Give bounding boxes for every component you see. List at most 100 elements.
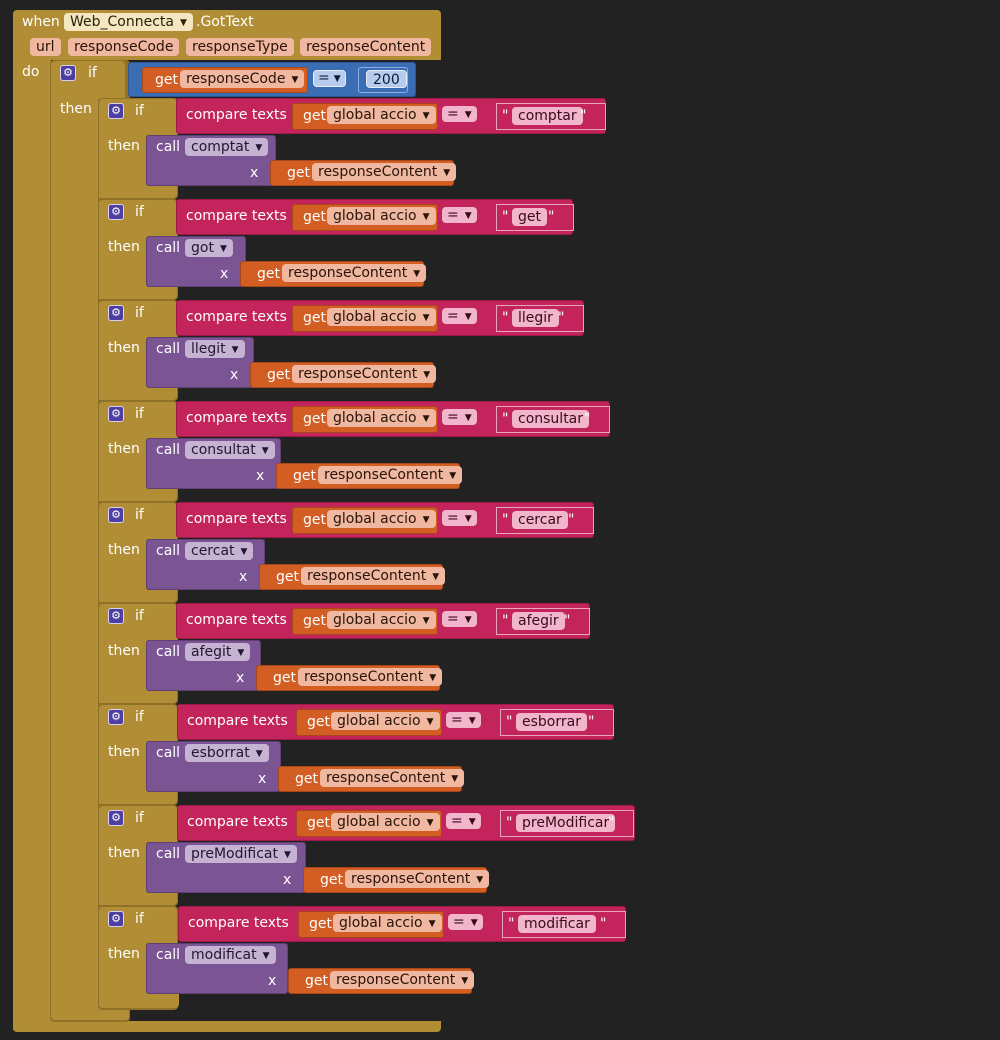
operator-dropdown[interactable]: = ▼ [442,611,477,627]
gear-icon[interactable]: ⚙ [60,65,76,81]
operator-dropdown[interactable]: = ▼ [446,712,481,728]
string-value[interactable]: preModificar [516,814,616,832]
triangle-down-icon: ▼ [413,269,421,279]
inner-if-footer [99,590,177,602]
procedure-dropdown[interactable]: esborrat ▼ [185,744,269,762]
gear-icon[interactable]: ⚙ [108,810,124,826]
procedure-dropdown[interactable]: afegit ▼ [185,643,251,661]
gear-icon[interactable]: ⚙ [108,911,124,927]
operator-dropdown[interactable]: = ▼ [446,813,481,829]
arg-x-label: x [258,771,267,787]
triangle-down-icon: ▼ [291,75,299,85]
variable-dropdown[interactable]: global accio ▼ [327,510,436,528]
component-dropdown[interactable]: Web_Connecta ▼ [64,13,193,31]
variable-dropdown[interactable]: global accio ▼ [331,813,440,831]
operator-symbol: = [447,510,459,526]
gear-icon[interactable]: ⚙ [108,406,124,422]
get-label: get [320,872,343,888]
get-label: get [273,670,296,686]
procedure-dropdown[interactable]: llegit ▼ [185,340,245,358]
argument-variable-dropdown[interactable]: responseContent ▼ [282,264,427,282]
operator-dropdown[interactable]: = ▼ [313,70,346,87]
operator-dropdown[interactable]: = ▼ [442,510,477,526]
quote-open: " [506,714,513,730]
variable-dropdown[interactable]: responseCode ▼ [180,70,305,88]
inner-if-footer [99,792,177,804]
variable-dropdown[interactable]: global accio ▼ [327,611,436,629]
operator-dropdown[interactable]: = ▼ [442,207,477,223]
triangle-down-icon: ▼ [219,244,227,254]
arg-x-label: x [239,569,248,585]
procedure-name: consultat [191,442,256,458]
operator-symbol: = [451,813,463,829]
quote-open: " [506,815,513,831]
procedure-dropdown[interactable]: consultat ▼ [185,441,275,459]
gear-icon[interactable]: ⚙ [108,305,124,321]
argument-variable-dropdown[interactable]: responseContent ▼ [292,365,437,383]
string-value[interactable]: esborrar [516,713,587,731]
gear-icon[interactable]: ⚙ [108,507,124,523]
triangle-down-icon: ▼ [426,818,434,828]
string-value[interactable]: comptar [512,107,583,125]
argument-variable-dropdown[interactable]: responseContent ▼ [320,769,465,787]
triangle-down-icon: ▼ [464,312,472,322]
string-value[interactable]: afegir [512,612,565,630]
param-url[interactable]: url [30,38,61,56]
variable-dropdown[interactable]: global accio ▼ [327,308,436,326]
argument-variable-dropdown[interactable]: responseContent ▼ [330,971,475,989]
operator-symbol: = [453,914,465,930]
param-response-content[interactable]: responseContent [300,38,432,56]
string-value[interactable]: cercar [512,511,568,529]
triangle-down-icon: ▼ [464,110,472,120]
argument-variable-dropdown[interactable]: responseContent ▼ [345,870,490,888]
string-value[interactable]: consultar [512,410,590,428]
variable-dropdown[interactable]: global accio ▼ [327,207,436,225]
param-response-type[interactable]: responseType [186,38,294,56]
argument-variable-dropdown[interactable]: responseContent ▼ [301,567,446,585]
gear-icon[interactable]: ⚙ [108,608,124,624]
procedure-dropdown[interactable]: cercat ▼ [185,542,254,560]
quote-open: " [502,512,509,528]
gear-icon[interactable]: ⚙ [108,103,124,119]
param-response-code[interactable]: responseCode [68,38,180,56]
triangle-down-icon: ▼ [180,18,187,28]
operator-dropdown[interactable]: = ▼ [442,308,477,324]
outer-then-label: then [60,101,92,117]
operator-dropdown[interactable]: = ▼ [448,914,483,930]
quote-open: " [502,209,509,225]
string-value[interactable]: get [512,208,547,226]
argument-variable-dropdown[interactable]: responseContent ▼ [312,163,457,181]
compare-texts-label: compare texts [186,511,287,527]
get-label: get [295,771,318,787]
procedure-dropdown[interactable]: comptat ▼ [185,138,269,156]
variable-dropdown[interactable]: global accio ▼ [333,914,442,932]
event-block-spine [13,58,51,1030]
procedure-name: comptat [191,139,250,155]
variable-dropdown[interactable]: global accio ▼ [331,712,440,730]
variable-name: global accio [337,814,421,830]
gear-icon[interactable]: ⚙ [108,204,124,220]
inner-if-footer [99,489,177,501]
procedure-name: llegit [191,341,226,357]
do-label: do [22,64,40,80]
quote-close: " [568,512,575,528]
string-value[interactable]: modificar [518,915,596,933]
quote-open: " [502,613,509,629]
then-label: then [108,138,140,154]
variable-dropdown[interactable]: global accio ▼ [327,409,436,427]
string-value[interactable]: llegir [512,309,559,327]
procedure-name: modificat [191,947,257,963]
argument-variable-dropdown[interactable]: responseContent ▼ [298,668,443,686]
procedure-dropdown[interactable]: modificat ▼ [185,946,276,964]
gear-icon[interactable]: ⚙ [108,709,124,725]
operator-dropdown[interactable]: = ▼ [442,409,477,425]
procedure-dropdown[interactable]: got ▼ [185,239,233,257]
number-value[interactable]: 200 [366,70,407,88]
if-label: if [135,911,144,927]
procedure-dropdown[interactable]: preModificat ▼ [185,845,297,863]
argument-variable-dropdown[interactable]: responseContent ▼ [318,466,463,484]
get-label: get [303,411,326,427]
call-label: call [156,846,181,862]
operator-dropdown[interactable]: = ▼ [442,106,477,122]
variable-dropdown[interactable]: global accio ▼ [327,106,436,124]
